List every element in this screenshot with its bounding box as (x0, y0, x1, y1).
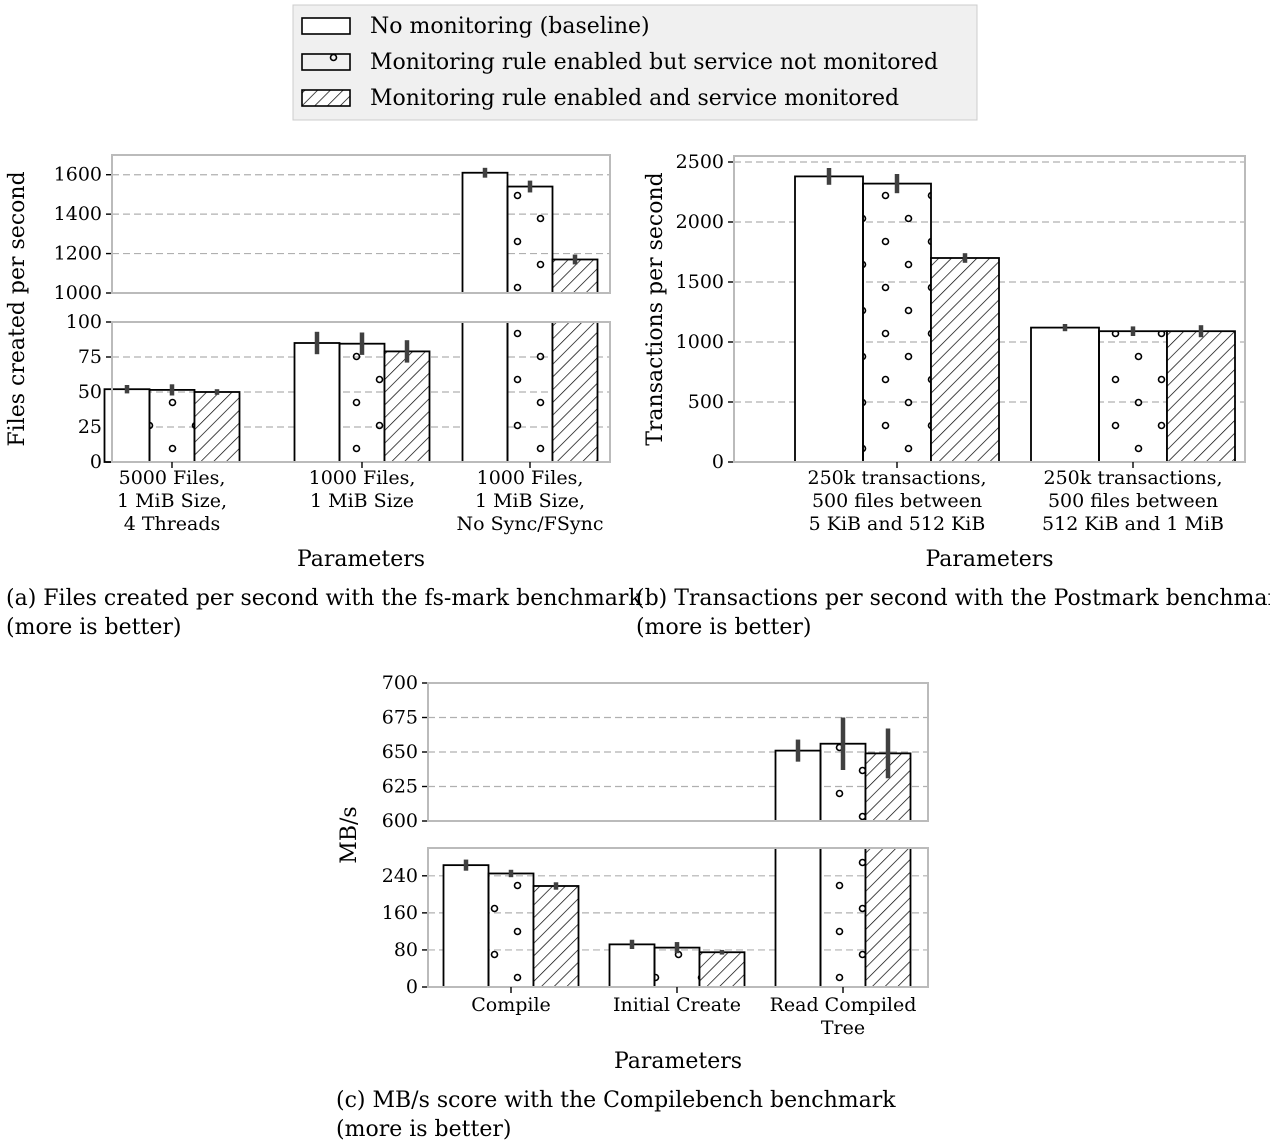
legend-label-monitored: Monitoring rule enabled and service moni… (370, 86, 899, 111)
ytick-label-upper: 1600 (54, 164, 102, 186)
caption: (more is better) (6, 615, 181, 640)
caption: (a) Files created per second with the fs… (6, 586, 642, 611)
ytick-label-lower: 0 (90, 451, 102, 473)
ytick-label-upper: 675 (382, 707, 418, 729)
ytick-label-lower: 25 (78, 416, 102, 438)
axes-frame-lower (427, 847, 929, 988)
category-label: 1 MiB Size (310, 490, 414, 512)
category-label: Compile (471, 994, 551, 1016)
legend-label-baseline: No monitoring (baseline) (370, 14, 650, 39)
category-label: Initial Create (613, 994, 741, 1016)
bar (532, 885, 580, 988)
category-label: 500 files between (1048, 490, 1218, 512)
ytick-label-lower: 80 (394, 939, 418, 961)
bar (819, 847, 867, 988)
bar (148, 388, 196, 463)
ytick-label-main: 1000 (676, 331, 724, 353)
category-label: 5000 Files, (119, 467, 226, 489)
category-label: 1 MiB Size, (475, 490, 585, 512)
bar (930, 257, 1000, 463)
category-label: No Sync/FSync (457, 513, 604, 535)
bar (193, 391, 241, 463)
bar (862, 182, 932, 463)
bar (293, 342, 341, 463)
category-label: 250k transactions, (808, 467, 987, 489)
caption: (more is better) (336, 1117, 511, 1142)
ytick-label-lower: 240 (382, 865, 418, 887)
ytick-label-main: 500 (688, 391, 724, 413)
legend: No monitoring (baseline) Monitoring rule… (292, 4, 978, 121)
bar (487, 872, 535, 988)
bar (506, 185, 554, 294)
caption: (b) Transactions per second with the Pos… (636, 586, 1270, 611)
caption: (c) MB/s score with the Compilebench ben… (336, 1088, 896, 1113)
ytick-label-lower: 100 (66, 311, 102, 333)
axes-frame (733, 155, 1246, 463)
bar (864, 752, 912, 822)
ytick-label-lower: 160 (382, 902, 418, 924)
ytick-label-lower: 75 (78, 346, 102, 368)
bar (383, 350, 431, 463)
legend-swatch-not-monitored (301, 53, 351, 71)
bar (551, 258, 599, 294)
category-label: 1 MiB Size, (117, 490, 227, 512)
bar (461, 321, 509, 463)
y-axis-label: Files created per second (5, 171, 30, 446)
category-label: 4 Threads (124, 513, 221, 535)
legend-swatch-baseline (301, 17, 351, 35)
bar (1098, 330, 1168, 463)
chart-compilebench: 600 625 650 675 700 0 80 160 240 Compile Initial C… (336, 672, 929, 1142)
bar (506, 321, 554, 463)
bar (1030, 326, 1100, 463)
axes-frame-lower (111, 321, 611, 463)
bar (442, 864, 490, 988)
ytick-label-upper: 650 (382, 741, 418, 763)
legend-frame (292, 4, 978, 121)
ytick-label-main: 0 (712, 451, 724, 473)
category-label: Tree (821, 1017, 865, 1039)
legend-swatch-monitored (301, 89, 351, 107)
bar (608, 943, 656, 988)
ytick-label-main: 1500 (676, 271, 724, 293)
bar (653, 946, 701, 988)
ytick-label-main: 2000 (676, 211, 724, 233)
bar (864, 847, 912, 988)
axes-frame-upper (111, 154, 611, 294)
category-label: 500 files between (812, 490, 982, 512)
category-label: 512 KiB and 1 MiB (1042, 513, 1224, 535)
bar (774, 847, 822, 988)
category-label: 250k transactions, (1044, 467, 1223, 489)
category-label: 5 KiB and 512 KiB (809, 513, 986, 535)
ytick-label-upper: 700 (382, 672, 418, 694)
category-label: 1000 Files, (309, 467, 416, 489)
bar (698, 951, 746, 988)
ytick-label-lower: 0 (406, 976, 418, 998)
x-axis-label: Parameters (297, 547, 425, 572)
category-label: Read Compiled (770, 994, 917, 1016)
ytick-label-upper: 1200 (54, 243, 102, 265)
bar (461, 171, 509, 294)
bar (794, 175, 864, 463)
axes-frame-upper (427, 682, 929, 822)
bar (1166, 330, 1236, 463)
y-axis-label: Transactions per second (643, 172, 668, 446)
ytick-label-upper: 1400 (54, 203, 102, 225)
legend-label-not-monitored: Monitoring rule enabled but service not … (370, 50, 938, 75)
bar (551, 321, 599, 463)
ytick-label-upper: 1000 (54, 282, 102, 304)
caption: (more is better) (636, 615, 811, 640)
ytick-label-lower: 50 (78, 381, 102, 403)
ytick-label-main: 2500 (676, 151, 724, 173)
ytick-label-upper: 600 (382, 810, 418, 832)
y-axis-label: MB/s (337, 806, 362, 863)
bar (338, 342, 386, 463)
category-label: 1000 Files, (477, 467, 584, 489)
ytick-label-upper: 625 (382, 776, 418, 798)
x-axis-label: Parameters (925, 547, 1053, 572)
x-axis-label: Parameters (614, 1049, 742, 1074)
